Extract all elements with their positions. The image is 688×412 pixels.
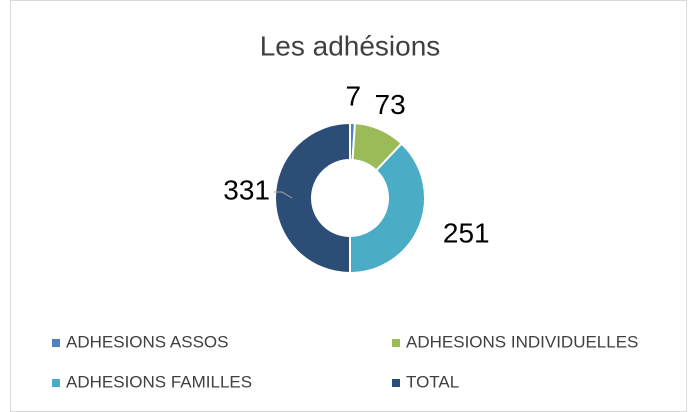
legend-marker (52, 379, 60, 387)
legend-label: ADHESIONS FAMILLES (66, 372, 252, 391)
donut-slice (349, 142, 426, 275)
data-label: 73 (375, 89, 406, 120)
legend-label: ADHESIONS ASSOS (66, 332, 229, 351)
legend-label: ADHESIONS INDIVIDUELLES (406, 332, 638, 351)
legend-marker (392, 339, 400, 347)
legend-marker (52, 339, 60, 347)
donut-slice (274, 121, 351, 275)
leader-line (274, 191, 293, 199)
legend-marker (392, 379, 400, 387)
chart-frame (10, 0, 687, 412)
legend-label: TOTAL (406, 372, 459, 391)
data-label: 7 (346, 80, 362, 111)
data-label: 251 (443, 217, 490, 248)
data-label: 331 (223, 174, 270, 205)
chart-title: Les adhésions (260, 30, 441, 61)
